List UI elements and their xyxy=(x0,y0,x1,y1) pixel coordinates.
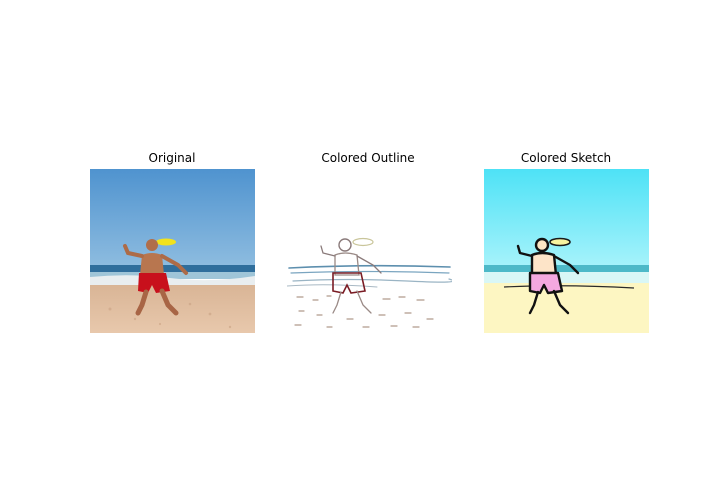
panel-title-colored-sketch: Colored Sketch xyxy=(520,151,612,165)
colored-sketch-image xyxy=(484,169,649,333)
panel-title-original: Original xyxy=(148,151,196,165)
colored-outline-image xyxy=(287,169,452,333)
panel-title-colored-outline: Colored Outline xyxy=(321,151,415,165)
original-image xyxy=(90,169,255,333)
